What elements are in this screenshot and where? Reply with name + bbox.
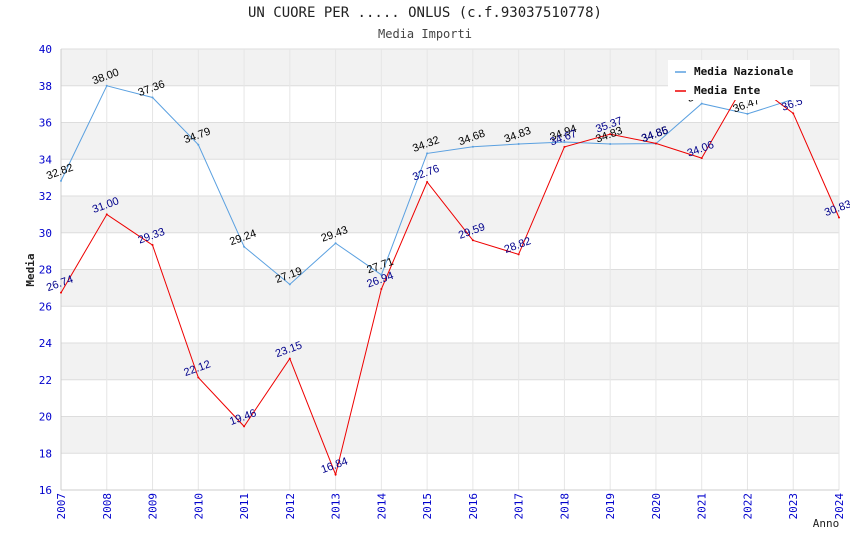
axes [60, 49, 839, 491]
data-point [609, 133, 612, 136]
data-point [243, 245, 246, 248]
y-tick-label: 18 [39, 447, 52, 460]
x-tick-label: 2014 [375, 493, 388, 520]
x-tick-label: 2010 [192, 493, 205, 520]
legend: Media Nazionale Media Ente [668, 60, 810, 100]
legend-label-nazionale: Media Nazionale [694, 65, 794, 78]
legend-label-ente: Media Ente [694, 84, 761, 97]
data-point [60, 179, 62, 182]
y-tick-label: 24 [39, 337, 53, 350]
x-tick-label: 2013 [330, 493, 343, 520]
data-point [288, 283, 291, 286]
series-lines [60, 77, 840, 477]
x-tick-label: 2011 [238, 493, 251, 520]
data-point [197, 376, 200, 379]
chart-subtitle: Media Importi [378, 27, 472, 41]
x-tick-label: 2023 [787, 493, 800, 520]
data-point [105, 213, 108, 216]
x-tick-label: 2009 [147, 493, 160, 520]
data-point [426, 152, 429, 155]
y-tick-labels: 16 18 20 22 24 26 28 30 32 34 36 38 40 [39, 43, 53, 497]
data-point [426, 181, 429, 184]
x-tick-label: 2008 [101, 493, 114, 520]
grid-band [61, 306, 839, 343]
grid-band [61, 159, 839, 196]
y-tick-label: 26 [39, 300, 52, 313]
x-tick-label: 2007 [55, 493, 68, 520]
y-tick-label: 34 [39, 153, 53, 166]
y-tick-label: 36 [39, 117, 52, 130]
data-point [151, 244, 154, 247]
grid-band [61, 196, 839, 233]
data-point [792, 112, 795, 115]
data-point [700, 157, 703, 160]
y-axis-label: Media [24, 253, 37, 286]
x-tick-label: 2020 [650, 493, 663, 520]
series-line-ente [60, 78, 840, 477]
x-tick-label: 2015 [421, 493, 434, 520]
x-tick-label: 2022 [741, 493, 754, 520]
data-point [243, 425, 246, 428]
data-point [197, 143, 200, 146]
data-point [700, 102, 703, 105]
data-point [471, 145, 474, 148]
y-tick-label: 32 [39, 190, 52, 203]
y-tick-label: 20 [39, 411, 52, 424]
data-point [654, 142, 657, 145]
grid-band [61, 122, 839, 160]
y-tick-label: 28 [39, 264, 52, 277]
data-point [838, 216, 840, 219]
y-tick-label: 40 [39, 43, 52, 56]
chart-title: UN CUORE PER ..... ONLUS (c.f.9303751077… [247, 5, 602, 21]
x-tick-label: 2019 [604, 493, 617, 520]
y-tick-label: 16 [39, 484, 52, 497]
data-point [334, 242, 337, 245]
data-point [746, 112, 749, 115]
grid-lines [60, 48, 840, 491]
data-point [380, 273, 383, 276]
data-point [105, 84, 108, 87]
data-point [563, 140, 566, 143]
data-point [380, 287, 383, 290]
x-tick-label: 2021 [696, 493, 709, 520]
grid-band [61, 453, 839, 490]
data-point [609, 142, 612, 145]
x-tick-labels: 2007 2008 2009 2010 2011 2012 2013 2014 2015 2016… [55, 493, 846, 520]
data-point [517, 253, 520, 256]
data-point [517, 142, 520, 145]
y-tick-label: 30 [39, 227, 52, 240]
x-tick-label: 2016 [467, 493, 480, 520]
data-point [288, 357, 291, 360]
y-tick-label: 22 [39, 374, 52, 387]
data-point [60, 291, 62, 294]
x-axis-label: Anno [813, 517, 840, 530]
x-tick-label: 2017 [513, 493, 526, 520]
grid-band [61, 232, 839, 270]
y-tick-label: 38 [39, 80, 52, 93]
grid-band [61, 379, 839, 417]
x-tick-label: 2018 [558, 493, 571, 520]
data-point [334, 473, 337, 476]
x-tick-label: 2024 [833, 493, 846, 520]
data-point [471, 239, 474, 242]
grid-band [61, 416, 839, 454]
data-point [563, 145, 566, 148]
x-tick-label: 2012 [284, 493, 297, 520]
grid-band [61, 269, 839, 307]
data-point [151, 96, 154, 99]
grid-band [61, 343, 839, 380]
legend-box [668, 60, 810, 100]
